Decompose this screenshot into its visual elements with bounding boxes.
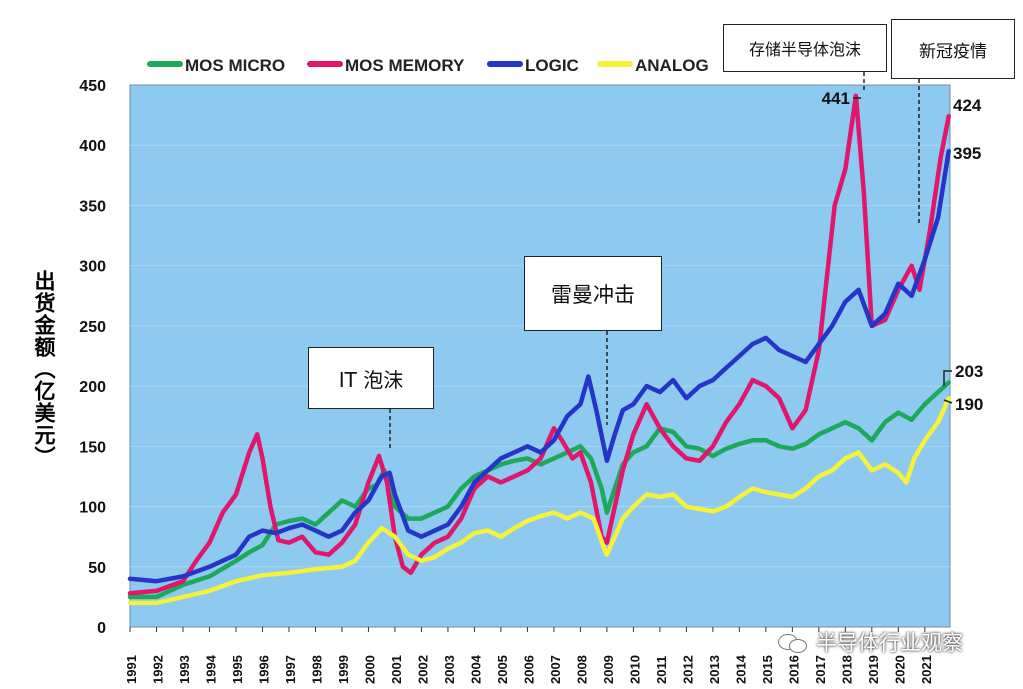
- x-tick-label: 1993: [177, 655, 192, 684]
- callout-storage-bubble: 存储半导体泡沫: [723, 24, 887, 72]
- x-tick-label: 1997: [283, 655, 298, 684]
- y-tick-label: 350: [79, 198, 106, 215]
- y-tick-label: 300: [79, 259, 106, 276]
- x-tick-label: 1998: [309, 655, 324, 684]
- watermark-text: 半导体行业观察: [816, 631, 963, 655]
- y-tick-label: 250: [79, 319, 106, 336]
- x-tick-label: 2016: [786, 655, 801, 684]
- x-tick-label: 1991: [124, 655, 139, 684]
- legend-label: MOS MICRO: [185, 56, 285, 75]
- series-lines: [127, 93, 951, 606]
- callout-covid-text: 新冠疫情: [919, 41, 987, 62]
- leader-end-190: [943, 399, 953, 404]
- x-tick-label: 1995: [230, 655, 245, 684]
- callout-it-bubble-text: IT 泡沫: [338, 367, 404, 392]
- wechat-logo-icon: [778, 630, 808, 654]
- x-tick-label: 1996: [256, 655, 271, 684]
- x-tick-label: 2018: [839, 655, 854, 684]
- x-tick-label: 2005: [495, 655, 510, 684]
- x-tick-label: 2015: [760, 655, 775, 684]
- x-tick-label: 2013: [707, 655, 722, 684]
- data-label-peak-441: 441: [822, 89, 850, 108]
- series-line-analog: [127, 395, 951, 606]
- x-tick-label: 2021: [919, 655, 934, 684]
- x-tick-label: 2007: [548, 655, 563, 684]
- y-tick-label: 200: [79, 379, 106, 396]
- callout-lehman: 雷曼冲击: [524, 256, 662, 331]
- data-label-end-424: 424: [953, 96, 982, 115]
- x-tick-label: 2000: [362, 655, 377, 684]
- series-line-logic: [127, 148, 951, 584]
- x-tick-label: 1992: [150, 655, 165, 684]
- x-tick-label: 2010: [627, 655, 642, 684]
- callout-storage-bubble-text: 存储半导体泡沫: [748, 40, 861, 59]
- x-tick-label: 2002: [415, 655, 430, 684]
- x-tick-label: 2014: [733, 654, 748, 684]
- x-tick-label: 2011: [654, 656, 669, 684]
- x-tick-label: 2003: [442, 655, 457, 684]
- data-label-end-190: 190: [955, 395, 983, 414]
- y-tick-label: 150: [79, 439, 106, 456]
- x-tick-label: 2012: [680, 655, 695, 684]
- x-tick-label: 2008: [574, 655, 589, 684]
- data-label-end-203: 203: [955, 362, 983, 381]
- legend-label: MOS MEMORY: [345, 56, 465, 75]
- callout-covid: 新冠疫情: [891, 19, 1015, 79]
- series-line-mos-micro: [127, 380, 951, 600]
- data-label-end-395: 395: [953, 144, 981, 163]
- y-tick-label: 400: [79, 138, 106, 155]
- y-axis: 0 50 100 150 200 250 300 350 400 450: [79, 78, 106, 637]
- x-tick-label: 2020: [892, 655, 907, 684]
- data-labels: 441 424 395 203 190: [822, 89, 984, 414]
- x-tick-label: 2001: [389, 655, 404, 684]
- legend-label: LOGIC: [525, 56, 579, 75]
- y-tick-label: 0: [97, 620, 106, 637]
- annotation-leaders: [389, 72, 953, 450]
- watermark: 半导体行业观察: [778, 627, 963, 657]
- x-tick-label: 1999: [336, 655, 351, 684]
- callout-lehman-text: 雷曼冲击: [551, 282, 635, 307]
- callout-it-bubble: IT 泡沫: [308, 347, 434, 409]
- leader-end-203: [943, 370, 952, 386]
- x-tick-label: 2009: [601, 655, 616, 684]
- y-tick-label: 100: [79, 500, 106, 517]
- x-tick-label: 1994: [203, 654, 218, 684]
- x-axis: 1991 1992 1993 1994 1995 1996 1997 1998 1999 2000…: [124, 627, 934, 684]
- y-tick-label: 50: [88, 560, 106, 577]
- legend-label: ANALOG: [635, 56, 709, 75]
- x-tick-label: 2017: [813, 655, 828, 684]
- plot-area: [129, 84, 951, 628]
- series-line-mos-memory: [127, 93, 951, 596]
- x-tick-label: 2019: [866, 655, 881, 684]
- x-tick-label: 2004: [468, 654, 483, 684]
- y-tick-label: 450: [79, 78, 106, 95]
- y-axis-label: 出货金额（亿美元）: [32, 270, 56, 468]
- x-tick-label: 2006: [521, 655, 536, 684]
- legend: MOS MICRO MOS MEMORY LOGIC ANALOG: [147, 56, 709, 75]
